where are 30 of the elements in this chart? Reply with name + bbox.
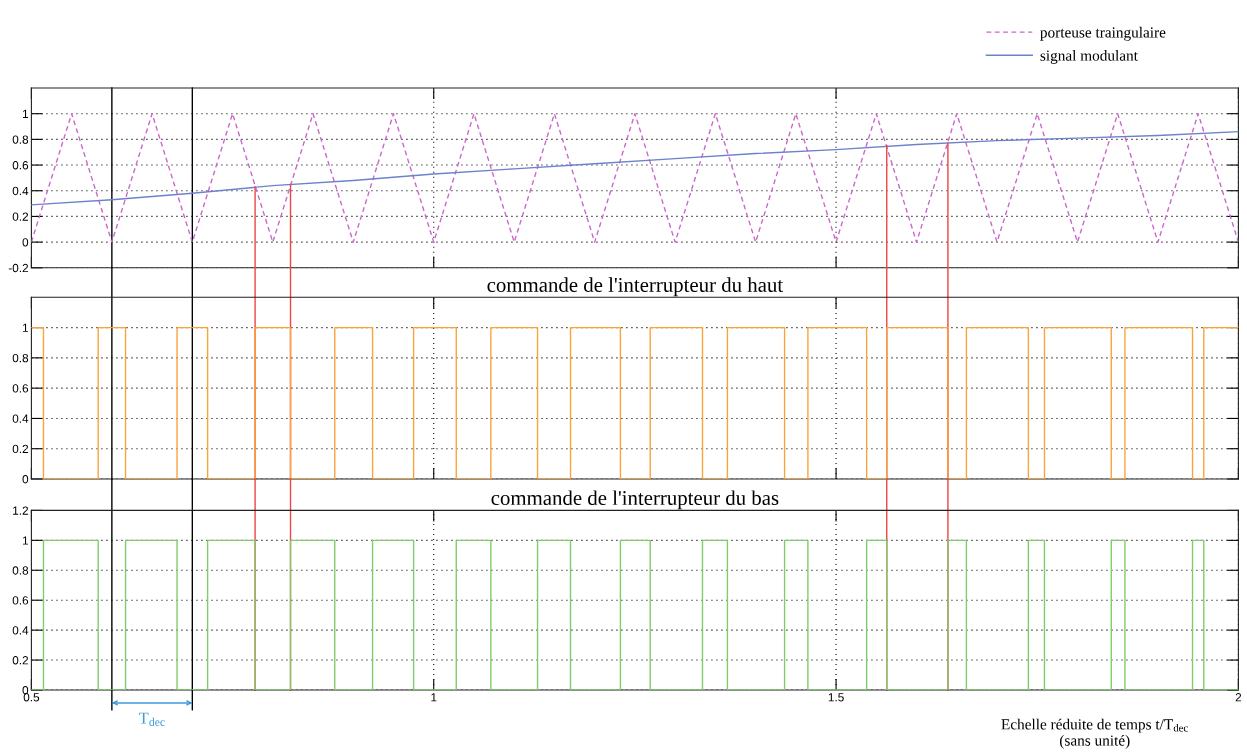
y-tick-label: 0.6 — [12, 161, 29, 170]
y-tick-label: 0.4 — [12, 626, 29, 635]
x-tick-label: 1 — [431, 693, 437, 702]
y-tick-label: 0.8 — [12, 566, 29, 575]
y-tick-label: 0 — [22, 475, 29, 484]
y-tick-label: 0.2 — [12, 444, 29, 454]
y-tick-label: 1 — [22, 323, 29, 332]
y-tick-label: 0.4 — [12, 414, 29, 423]
y-tick-label: 0.6 — [12, 384, 29, 393]
y-tick-label: 0.2 — [12, 656, 29, 665]
y-tick-label: 0.8 — [12, 135, 29, 144]
x-tick-label: 1.5 — [828, 693, 844, 702]
y-tick-label: -0.2 — [8, 263, 29, 273]
y-tick-label: 0 — [22, 686, 29, 695]
y-tick-label: 0.8 — [12, 353, 29, 363]
y-tick-label: 1 — [22, 109, 29, 118]
text: T$_{dec}$ — [138, 712, 165, 726]
y-tick-label: 1 — [22, 536, 29, 545]
chart-title: commande de l'interrupteur du bas — [491, 490, 779, 510]
text: Echelle réduite de temps t/T$_{dec}$ (sans unité) — [1001, 718, 1188, 749]
x-tick-label: 2 — [1235, 693, 1242, 702]
chart-title: commande de l'interrupteur du haut — [487, 277, 784, 297]
x-tick-label: 0.5 — [23, 693, 40, 702]
y-tick-label: 0.6 — [12, 596, 29, 605]
y-tick-label: 0.2 — [12, 212, 29, 221]
y-tick-label: 1.2 — [13, 506, 29, 515]
y-tick-label: 0 — [22, 238, 29, 247]
legend-label: porteuse traingulaire — [1040, 26, 1166, 41]
legend-label: signal modulant — [1040, 50, 1138, 64]
y-tick-label: 0.4 — [12, 186, 29, 196]
